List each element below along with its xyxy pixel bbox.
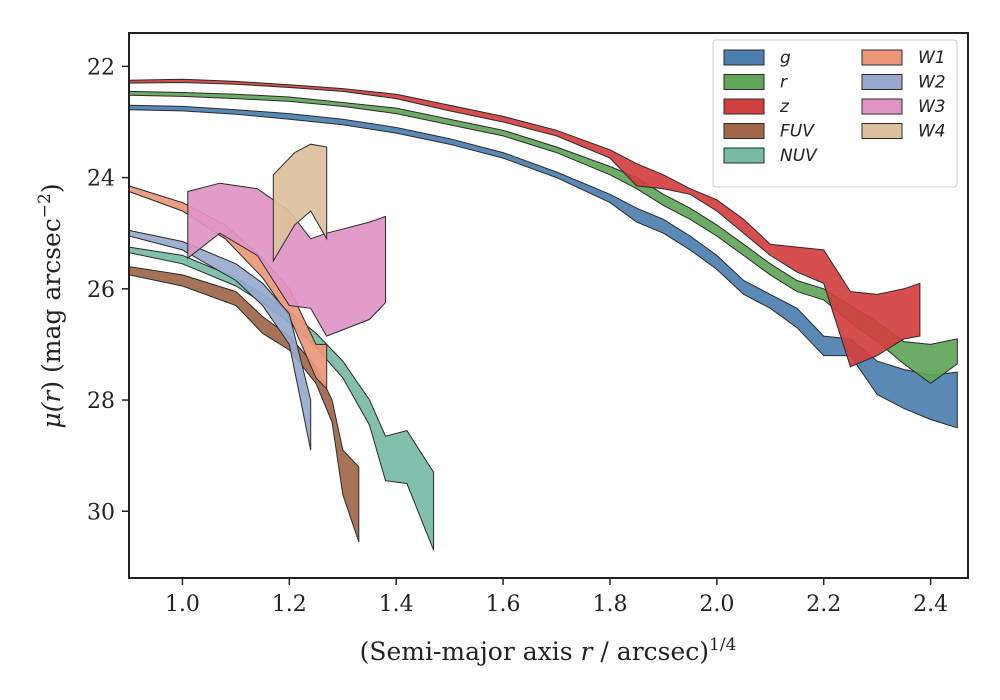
legend-label-w4: W4 xyxy=(918,122,946,142)
x-tick-label: 1.6 xyxy=(486,592,521,617)
series-bands xyxy=(128,78,958,551)
x-tick-label: 2.2 xyxy=(806,592,841,617)
y-tick-label: 24 xyxy=(87,167,115,192)
y-axis-label: μ(r) (mag arcsec−2) xyxy=(35,183,66,428)
legend-label-g: g xyxy=(780,48,791,68)
legend-swatch-z xyxy=(723,98,765,115)
band-g xyxy=(128,104,958,429)
legend-swatch-w3 xyxy=(861,98,903,115)
x-tick-label: 1.4 xyxy=(379,592,414,617)
band-z xyxy=(128,78,921,368)
y-tick-label: 26 xyxy=(87,278,115,303)
legend-label-nuv: NUV xyxy=(780,146,818,166)
legend-swatch-nuv xyxy=(723,147,765,164)
legend-label-w3: W3 xyxy=(918,97,946,117)
y-tick-label: 22 xyxy=(87,55,115,80)
legend-swatch-w1 xyxy=(861,49,903,66)
legend-label-r: r xyxy=(780,73,788,93)
legend-swatch-w4 xyxy=(861,123,903,139)
band-r xyxy=(128,90,958,385)
plot-frame xyxy=(128,32,969,579)
x-tick-label: 2.0 xyxy=(699,592,734,617)
legend-label-w1: W1 xyxy=(918,48,946,68)
y-tick-label: 30 xyxy=(87,500,115,525)
x-tick-label: 2.4 xyxy=(913,592,948,617)
legend-swatch-g xyxy=(723,49,765,66)
band-fuv xyxy=(128,266,360,543)
legend-label-z: z xyxy=(779,97,790,117)
y-axis-ticks: 22 24 26 28 30 xyxy=(87,55,129,525)
x-tick-label: 1.2 xyxy=(272,592,307,617)
legend-swatch-fuv xyxy=(723,123,765,139)
band-w2 xyxy=(128,229,312,451)
x-axis-ticks: 1.0 1.2 1.4 1.6 1.8 2.0 2.2 2.4 xyxy=(165,578,948,617)
band-w4 xyxy=(272,143,328,263)
legend: grz FUV NUV W1 W2 W3 W4 xyxy=(712,39,958,188)
legend-label-w2: W2 xyxy=(918,73,946,93)
x-axis-label: (Semi-major axis r / arcsec)1/4 xyxy=(360,635,737,666)
legend-swatch-r xyxy=(723,74,765,90)
y-tick-label: 28 xyxy=(87,389,115,414)
x-tick-label: 1.8 xyxy=(592,592,627,617)
legend-label-fuv: FUV xyxy=(780,122,815,142)
x-tick-label: 1.0 xyxy=(165,592,200,617)
legend-swatch-w2 xyxy=(861,74,903,90)
